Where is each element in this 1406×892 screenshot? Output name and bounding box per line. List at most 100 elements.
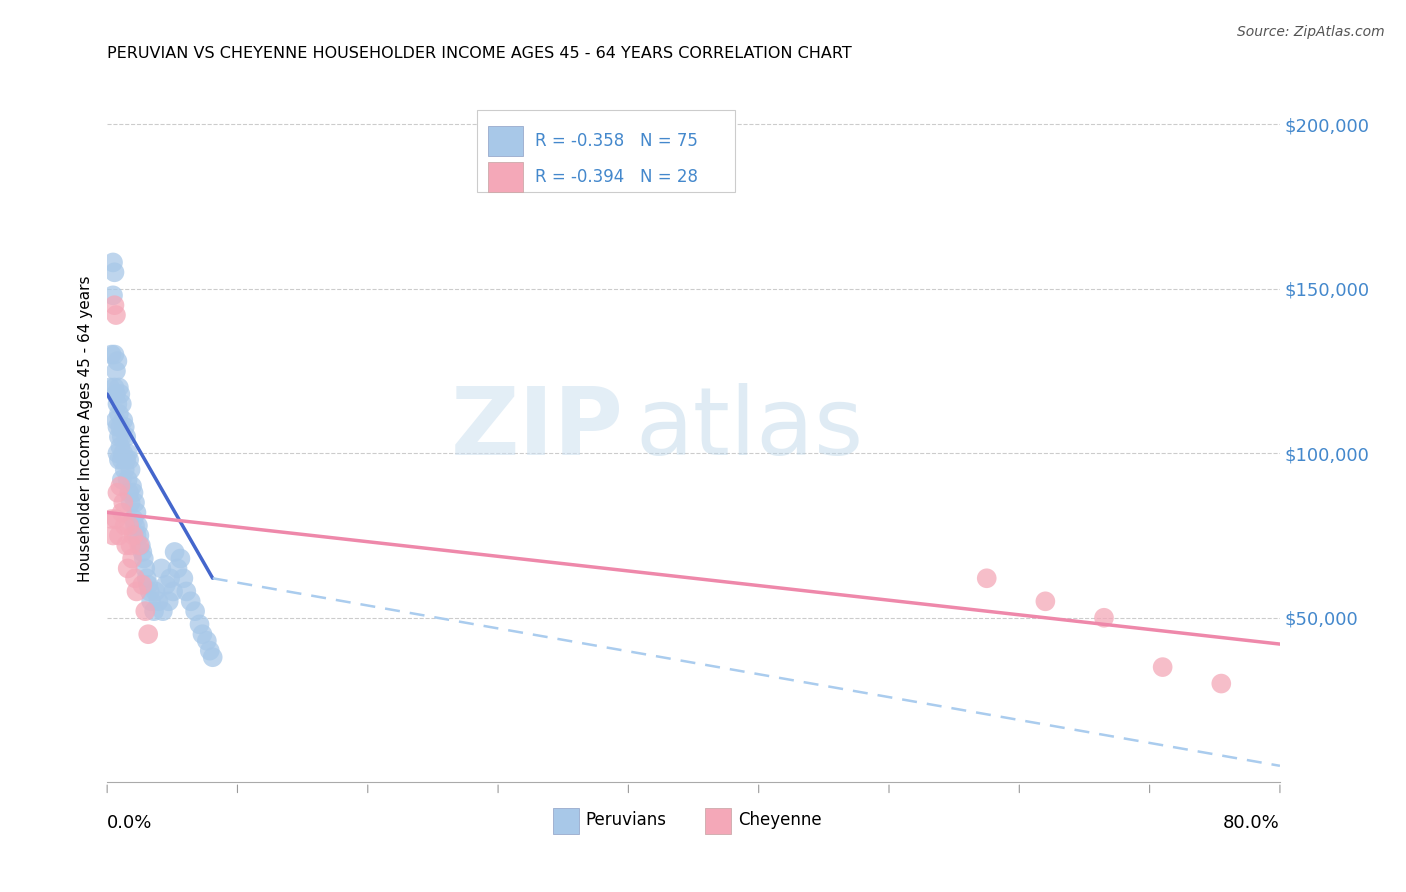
Y-axis label: Householder Income Ages 45 - 64 years: Householder Income Ages 45 - 64 years (79, 276, 93, 582)
Point (129, 538, 152, 552)
Point (191, 627, 214, 641)
FancyBboxPatch shape (706, 808, 731, 834)
Point (172, 571, 194, 585)
Point (114, 518, 136, 533)
Point (131, 545, 153, 559)
Point (157, 594, 180, 608)
Point (107, 397, 129, 411)
Point (976, 571, 998, 585)
Point (118, 485, 141, 500)
Point (195, 633, 218, 648)
FancyBboxPatch shape (488, 127, 523, 156)
Point (132, 551, 155, 566)
Point (101, 528, 124, 542)
FancyBboxPatch shape (477, 111, 734, 192)
Text: R = -0.394   N = 28: R = -0.394 N = 28 (536, 168, 699, 186)
Point (104, 387, 127, 401)
Point (135, 571, 157, 585)
Point (124, 495, 146, 509)
Text: R = -0.358   N = 75: R = -0.358 N = 75 (536, 132, 699, 150)
Point (117, 473, 139, 487)
Point (104, 308, 127, 322)
Point (127, 518, 149, 533)
Point (120, 495, 142, 509)
Point (110, 387, 132, 401)
Point (107, 354, 129, 368)
Point (104, 413, 127, 427)
Point (1092, 611, 1115, 625)
Point (122, 512, 145, 526)
Point (100, 512, 122, 526)
Point (108, 430, 131, 444)
Point (138, 584, 160, 599)
Point (184, 604, 207, 618)
Point (101, 255, 124, 269)
Point (110, 479, 132, 493)
Point (1035, 594, 1057, 608)
Point (201, 650, 224, 665)
Point (152, 604, 174, 618)
Point (162, 584, 184, 599)
Point (115, 453, 138, 467)
Point (108, 407, 131, 421)
Text: Source: ZipAtlas.com: Source: ZipAtlas.com (1237, 25, 1385, 39)
Point (188, 617, 211, 632)
Point (131, 578, 153, 592)
Point (150, 561, 173, 575)
Point (121, 479, 143, 493)
Point (145, 584, 167, 599)
Point (118, 453, 141, 467)
Point (122, 485, 145, 500)
Point (180, 594, 202, 608)
Point (136, 578, 159, 592)
Point (120, 538, 142, 552)
Point (104, 364, 127, 378)
Point (111, 430, 134, 444)
Point (1211, 676, 1233, 690)
Point (117, 561, 139, 575)
Point (128, 528, 150, 542)
Point (198, 643, 221, 657)
Point (103, 347, 125, 361)
Point (134, 561, 156, 575)
FancyBboxPatch shape (553, 808, 579, 834)
FancyBboxPatch shape (488, 162, 523, 192)
Point (98, 380, 121, 394)
Point (101, 288, 124, 302)
Text: atlas: atlas (636, 383, 863, 475)
Point (112, 495, 135, 509)
Point (108, 380, 131, 394)
Point (125, 584, 148, 599)
Point (121, 551, 143, 566)
Point (159, 571, 181, 585)
Point (1152, 660, 1174, 674)
Point (103, 298, 125, 312)
Point (136, 627, 159, 641)
Point (108, 528, 131, 542)
Text: Peruvians: Peruvians (586, 812, 666, 830)
Point (100, 347, 122, 361)
Point (128, 538, 150, 552)
Point (163, 545, 186, 559)
Text: Cheyenne: Cheyenne (738, 812, 821, 830)
Point (125, 528, 148, 542)
Point (148, 594, 170, 608)
Point (176, 584, 198, 599)
Point (143, 604, 166, 618)
Point (117, 446, 139, 460)
Point (112, 413, 135, 427)
Point (114, 420, 136, 434)
Point (115, 538, 138, 552)
Point (125, 506, 148, 520)
Point (107, 485, 129, 500)
Point (120, 463, 142, 477)
Text: 80.0%: 80.0% (1223, 814, 1279, 832)
Point (103, 380, 125, 394)
Point (122, 528, 145, 542)
Point (108, 453, 131, 467)
Point (112, 446, 135, 460)
Point (107, 420, 129, 434)
Text: 0.0%: 0.0% (107, 814, 152, 832)
Point (111, 506, 134, 520)
Point (115, 430, 138, 444)
